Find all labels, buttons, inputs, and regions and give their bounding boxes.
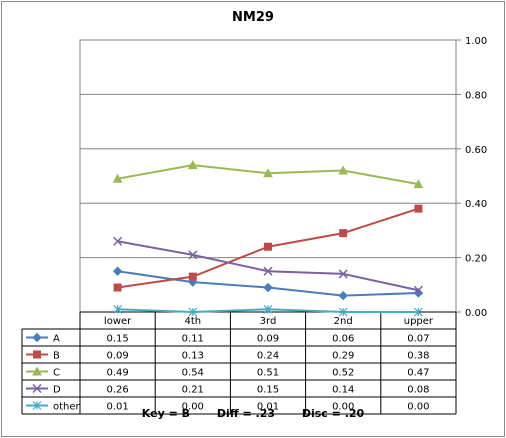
category-label: lower: [104, 316, 132, 327]
legend-key-marker: [32, 401, 42, 410]
table-value: 0.26: [106, 385, 128, 396]
data-point-B: [264, 242, 272, 251]
legend-series-name: D: [53, 385, 61, 396]
table-value: 0.24: [257, 351, 279, 362]
legend-key-marker: [33, 350, 41, 359]
table-value: 0.07: [407, 334, 429, 345]
data-point-other: [338, 307, 348, 317]
table-value: 0.09: [257, 334, 279, 345]
data-point-B: [188, 272, 197, 281]
data-point-C: [112, 173, 123, 183]
table-value: 0.01: [106, 402, 128, 413]
table-value: 0.15: [257, 385, 279, 396]
data-point-C: [338, 165, 349, 175]
table-value: 0.00: [182, 402, 204, 413]
legend-key-marker: [32, 366, 42, 376]
table-value: 0.00: [332, 402, 354, 413]
y-tick-label: 1.00: [465, 36, 487, 47]
data-point-B: [113, 283, 122, 292]
data-point-other: [263, 304, 273, 314]
footer-key: Key = B: [141, 407, 191, 420]
table-value: 0.09: [106, 351, 128, 362]
data-point-other: [188, 307, 198, 317]
data-point-A: [263, 282, 273, 293]
data-point-D: [113, 236, 123, 246]
table-value: 0.54: [182, 368, 204, 379]
table-value: 0.00: [407, 402, 429, 413]
data-point-other: [413, 307, 423, 317]
table-value: 0.29: [332, 351, 354, 362]
y-tick-label: 0.60: [465, 145, 487, 156]
legend-series-name: B: [53, 351, 60, 362]
data-point-C: [187, 160, 198, 170]
table-value: 0.01: [257, 402, 279, 413]
legend-key-marker: [32, 383, 42, 394]
legend-series-name: other: [53, 402, 81, 413]
table-value: 0.14: [332, 385, 354, 396]
legend-series-name: A: [53, 334, 60, 345]
table-value: 0.51: [257, 368, 279, 379]
data-point-D: [188, 250, 198, 260]
y-tick-label: 0.80: [465, 90, 487, 101]
table-value: 0.15: [106, 334, 128, 345]
category-label: 3rd: [260, 316, 277, 327]
data-point-D: [338, 269, 348, 279]
table-value: 0.08: [407, 385, 429, 396]
table-value: 0.52: [332, 368, 354, 379]
table-value: 0.49: [106, 368, 128, 379]
category-label: 2nd: [334, 316, 353, 327]
table-value: 0.06: [332, 334, 354, 345]
data-point-A: [413, 288, 424, 298]
footer-disc: Disc = .20: [301, 407, 365, 420]
data-point-other: [113, 304, 123, 314]
data-point-A: [338, 290, 348, 301]
y-tick-label: 0.20: [465, 254, 487, 265]
data-point-C: [263, 168, 273, 178]
data-point-A: [112, 266, 123, 276]
data-point-B: [414, 204, 423, 213]
data-point-B: [339, 229, 348, 238]
chart-footer: Key = B Diff = .23 Disc = .20: [2, 407, 504, 420]
table-value: 0.47: [407, 368, 429, 379]
legend-key-marker: [32, 332, 42, 343]
table-value: 0.13: [182, 351, 204, 362]
table-value: 0.11: [182, 334, 204, 345]
data-point-C: [413, 179, 424, 189]
y-tick-label: 0.00: [465, 308, 487, 319]
legend-series-name: C: [53, 368, 60, 379]
category-label: upper: [404, 316, 434, 327]
data-point-D: [413, 285, 423, 295]
table-value: 0.21: [182, 385, 204, 396]
table-value: 0.38: [407, 351, 429, 362]
footer-diff: Diff = .23: [216, 407, 276, 420]
y-tick-label: 0.40: [465, 199, 487, 210]
data-point-D: [263, 266, 273, 276]
chart-title: NM29: [232, 10, 274, 25]
category-label: 4th: [184, 316, 201, 327]
